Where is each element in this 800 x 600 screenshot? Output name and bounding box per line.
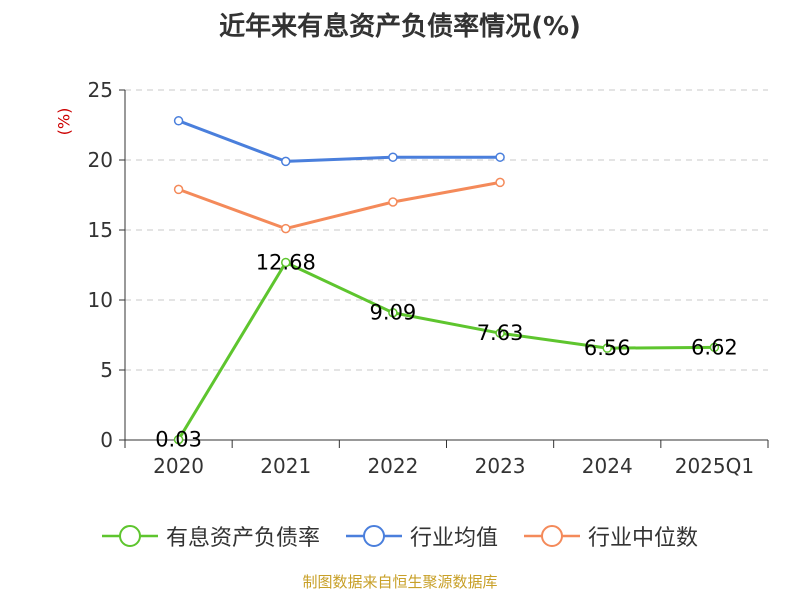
x-tick-label: 2020 — [153, 454, 204, 478]
data-label: 7.63 — [477, 321, 524, 345]
legend-swatch — [524, 525, 580, 547]
y-tick-label: 20 — [88, 148, 113, 172]
data-point — [602, 343, 612, 353]
x-tick-label: 2023 — [475, 454, 526, 478]
data-label: 6.62 — [691, 335, 738, 359]
y-tick-label: 15 — [88, 218, 113, 242]
legend-item: 有息资产负债率 — [101, 520, 320, 552]
x-tick-label: 2022 — [367, 454, 418, 478]
data-point — [173, 116, 184, 126]
data-label: 6.56 — [584, 336, 631, 360]
y-tick-label: 0 — [100, 428, 113, 452]
data-point — [388, 197, 398, 207]
data-label: 0.03 — [155, 428, 202, 452]
legend: 有息资产负债率 行业均值 行业中位数 — [0, 520, 800, 552]
y-tick-label: 10 — [88, 288, 113, 312]
legend-label: 行业中位数 — [588, 526, 699, 551]
legend-item: 行业中位数 — [524, 520, 698, 552]
legend-swatch — [101, 525, 158, 547]
source-note: 制图数据来自恒生聚源数据库 — [302, 573, 498, 591]
legend-item: 行业均值 — [345, 520, 498, 552]
data-point — [281, 156, 291, 167]
data-point — [388, 152, 398, 162]
data-point — [281, 223, 291, 234]
y-tick-label: 25 — [88, 78, 113, 102]
series-line-2 — [178, 180, 501, 231]
data-point — [281, 257, 291, 268]
data-point — [709, 342, 720, 353]
data-label: 12.68 — [256, 250, 316, 274]
data-point — [495, 152, 505, 162]
data-point — [388, 307, 398, 318]
data-point — [495, 177, 505, 188]
data-point — [173, 434, 184, 445]
x-tick-label: 2021 — [260, 454, 311, 478]
legend-label: 行业均值 — [409, 526, 498, 551]
data-point — [173, 184, 184, 195]
y-tick-label: 5 — [100, 358, 113, 382]
x-tick-label: 2025Q1 — [675, 454, 754, 478]
legend-swatch — [345, 525, 402, 547]
chart-title: 近年来有息资产负债率情况(%) — [219, 12, 581, 42]
series-line-1 — [178, 119, 501, 163]
legend-label: 有息资产负债率 — [165, 526, 320, 551]
series-line-0 — [177, 260, 715, 441]
data-label: 9.09 — [370, 301, 417, 325]
x-tick-label: 2024 — [582, 454, 633, 478]
data-point — [495, 328, 505, 338]
